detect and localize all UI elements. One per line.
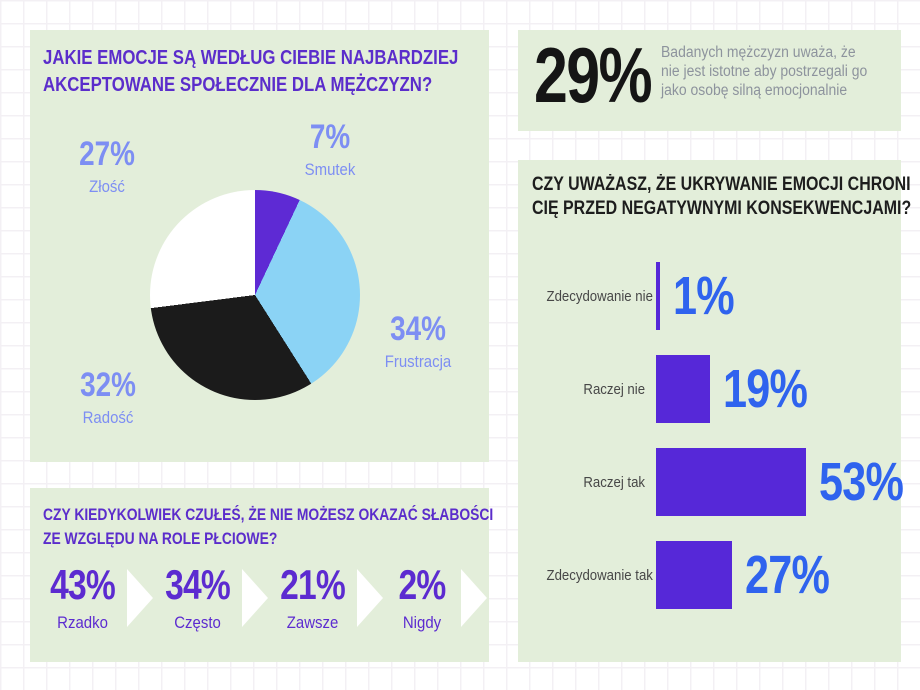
step-value: 34% <box>165 561 231 608</box>
step-label: Zawsze <box>286 613 339 632</box>
bar-row-zdecydowanie-nie: Zdecydowanie nie 1% <box>532 262 895 330</box>
arrow-right-icon <box>460 568 487 627</box>
bar-row-zdecydowanie-tak: Zdecydowanie tak 27% <box>532 541 895 609</box>
step-label: Nigdy <box>402 613 442 632</box>
pie-value-zlosc: 27% <box>79 135 135 173</box>
pie-name-frustracja: Frustracja <box>384 352 452 371</box>
pie-question-title: JAKIE EMOCJE SĄ WEDŁUG CIEBIE NAJBARDZIE… <box>43 45 538 99</box>
pie-label-smutek: 7% Smutek <box>270 120 390 178</box>
sequence-title-line1: CZY KIEDYKOLWIEK CZUŁEŚ, ŻE NIE MOŻESZ O… <box>43 506 494 524</box>
bar-row-label: Raczej tak <box>583 473 645 491</box>
pie-question-panel: JAKIE EMOCJE SĄ WEDŁUG CIEBIE NAJBARDZIE… <box>30 30 489 462</box>
step-label: Często <box>174 613 221 632</box>
bar-value: 1% <box>673 266 735 326</box>
step-rzadko: 43% Rzadko <box>42 561 123 632</box>
sequence-question-panel: CZY KIEDYKOLWIEK CZUŁEŚ, ŻE NIE MOŻESZ O… <box>30 488 493 662</box>
step-value: 43% <box>50 561 116 608</box>
sequence-title-line2: ZE WZGLĘDU NA ROLE PŁCIOWE? <box>43 530 278 548</box>
bar-fill <box>656 355 710 423</box>
arrow-right-icon <box>127 568 154 627</box>
step-label: Rzadko <box>57 613 108 632</box>
pie-label-zlosc: 27% Złość <box>47 137 167 195</box>
kpi-big-number: 29% <box>534 31 653 119</box>
bar-title-line1: CZY UWAŻASZ, ŻE UKRYWANIE EMOCJI CHRONI <box>532 174 911 195</box>
pie-label-frustracja: 34% Frustracja <box>358 312 478 370</box>
bar-question-panel: CZY UWAŻASZ, ŻE UKRYWANIE EMOCJI CHRONI … <box>518 160 911 662</box>
arrow-right-icon <box>242 568 269 627</box>
bar-fill <box>656 262 660 330</box>
pie-value-radosc: 32% <box>80 366 136 404</box>
pie-name-smutek: Smutek <box>304 160 356 179</box>
kpi-text-line2: nie jest istotne aby postrzegali go <box>661 63 868 80</box>
kpi-panel: 29% Badanych mężczyzn uważa, że nie jest… <box>518 30 901 131</box>
bar-row-raczej-nie: Raczej nie 19% <box>532 355 895 423</box>
pie-chart <box>150 190 360 400</box>
step-zawsze: 21% Zawsze <box>272 561 353 632</box>
pie-name-radosc: Radość <box>82 408 134 427</box>
step-value: 2% <box>398 561 447 608</box>
sequence-stats: 43% Rzadko 34% Często 21% Zawsze 2% Nigd… <box>42 564 487 631</box>
pie-label-radosc: 32% Radość <box>48 368 168 426</box>
arrow-right-icon <box>357 568 384 627</box>
pie-value-frustracja: 34% <box>390 310 446 348</box>
bar-fill <box>656 448 806 516</box>
bar-value: 19% <box>723 359 808 419</box>
kpi-text-line3: jako osobę silną emocjonalnie <box>661 82 848 99</box>
bar-value: 27% <box>745 545 830 605</box>
bar-chart: Zdecydowanie nie 1% Raczej nie 19% Racze… <box>532 262 904 634</box>
step-value: 21% <box>280 561 346 608</box>
pie-title-line1: JAKIE EMOCJE SĄ WEDŁUG CIEBIE NAJBARDZIE… <box>43 47 459 69</box>
kpi-description: Badanych mężczyzn uważa, że nie jest ist… <box>661 43 890 100</box>
bar-row-raczej-tak: Raczej tak 53% <box>532 448 904 516</box>
sequence-question-title: CZY KIEDYKOLWIEK CZUŁEŚ, ŻE NIE MOŻESZ O… <box>43 503 579 551</box>
pie-name-zlosc: Złość <box>89 177 125 196</box>
bar-row-label: Raczej nie <box>583 380 645 398</box>
bar-title-line2: CIĘ PRZED NEGATYWNYMI KONSEKWENCJAMI? <box>532 198 912 219</box>
kpi-text-line1: Badanych mężczyzn uważa, że <box>661 44 856 61</box>
bar-value: 53% <box>819 452 904 512</box>
step-nigdy: 2% Nigdy <box>387 561 457 632</box>
pie-value-smutek: 7% <box>309 118 351 156</box>
bar-question-title: CZY UWAŻASZ, ŻE UKRYWANIE EMOCJI CHRONI … <box>532 173 920 221</box>
pie-title-line2: AKCEPTOWANE SPOŁECZNIE DLA MĘŻCZYZN? <box>43 74 433 96</box>
bar-fill <box>656 541 732 609</box>
bar-row-label: Zdecydowanie tak <box>546 566 653 584</box>
bar-row-label: Zdecydowanie nie <box>546 287 653 305</box>
step-czesto: 34% Często <box>157 561 238 632</box>
